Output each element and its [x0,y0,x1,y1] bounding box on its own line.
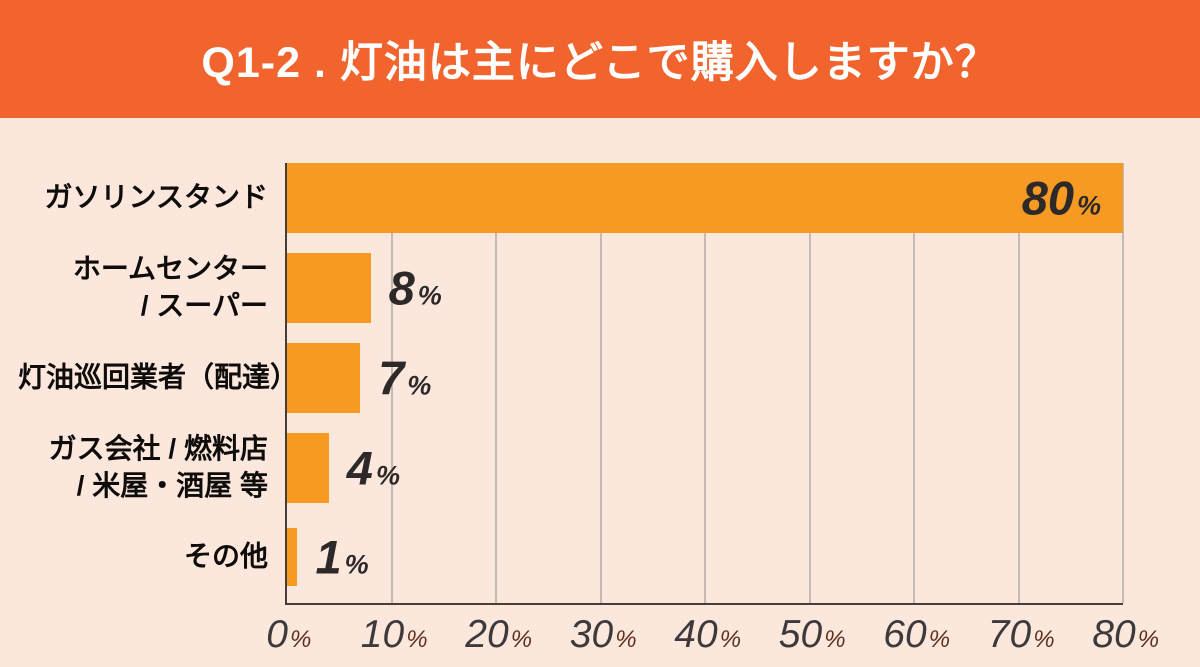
bar-value-percent-sign: % [375,460,400,491]
category-label-gas-company-fuel-store: ガス会社 / 燃料店 / 米屋・酒屋 等 [18,431,268,505]
gridline-70-percent [1017,163,1020,603]
x-tick-number: 40 [674,613,718,656]
x-tick-number: 20 [465,613,509,656]
plot-area: 80% 8% 7% 4% 1% [285,163,1124,605]
bar-value-percent-sign: % [344,549,369,580]
bar-value-percent-sign: % [1076,190,1101,221]
x-axis-line [285,603,1123,605]
x-tick-number: 70 [987,613,1032,656]
bar-value-number: 4 [346,441,373,495]
gridline-50-percent [808,163,811,603]
gridline-40-percent [704,163,706,603]
category-label-home-center-super: ホームセンター / スーパー [18,251,268,325]
bar-gas-station [287,163,1123,233]
category-label-line: / スーパー [140,290,268,321]
x-tick-label-10: 10% [361,613,428,657]
gridline-60-percent [913,163,915,603]
x-tick-label-70: 70% [988,613,1055,657]
y-axis-line [285,163,287,603]
bar-home-center-super [287,253,371,323]
x-tick-label-0: 0% [266,613,311,657]
category-label-line: その他 [183,540,268,572]
bar-gas-company-fuel-store [287,433,329,503]
bar-other [287,528,298,586]
bar-value-label-other: 1% [315,530,368,585]
gridline-30-percent [599,163,602,603]
x-tick-number: 80 [1092,613,1136,656]
category-label-line: 灯油巡回業者（配達） [18,361,299,393]
x-tick-number: 10 [360,613,405,656]
bar-chart: ガソリンスタンドホームセンター / スーパー灯油巡回業者（配達） ガス会社 / 燃料… [0,118,1200,667]
x-axis-tick-labels: 0% 10% 20% 30% 40% 50% 60% 70% 80% [266,613,1159,667]
x-tick-percent-sign: % [1033,626,1055,653]
gridline-20-percent [495,163,497,603]
category-label-column: ガソリンスタンドホームセンター / スーパー灯油巡回業者（配達） ガス会社 / 燃料… [18,118,299,667]
category-label-line: ガソリンスタンド [44,181,268,213]
bar-value-label-home-center-super: 8% [389,261,442,316]
x-tick-label-40: 40% [674,613,741,657]
x-tick-number: 50 [778,613,823,656]
x-tick-percent-sign: % [615,626,637,653]
category-label-line: ホームセンター [72,253,268,285]
bar-value-percent-sign: % [407,370,432,401]
bar-value-number: 80 [1021,171,1074,225]
bar-value-label-gas-company-fuel-store: 4% [347,441,400,496]
category-label-line: / 米屋・酒屋 等 [76,470,268,501]
bar-value-number: 1 [315,530,342,584]
x-tick-number: 0 [266,613,288,656]
bar-kerosene-delivery [287,343,361,413]
x-tick-percent-sign: % [406,626,428,653]
bar-value-percent-sign: % [417,280,442,311]
category-label-kerosene-delivery: 灯油巡回業者（配達） [18,360,299,397]
bar-value-number: 8 [388,261,415,315]
chart-title: Q1-2 . 灯油は主にどこで購入しますか？ [201,39,999,87]
x-tick-number: 60 [883,613,927,656]
x-tick-percent-sign: % [719,626,742,653]
x-tick-label-20: 20% [465,613,532,657]
x-tick-number: 30 [569,613,614,656]
x-tick-label-80: 80% [1092,613,1159,657]
category-label-other: その他 [18,539,268,576]
x-tick-label-50: 50% [779,613,846,657]
x-tick-label-30: 30% [570,613,637,657]
x-tick-percent-sign: % [289,626,312,653]
x-tick-percent-sign: % [1137,626,1160,653]
gridline-10-percent [390,163,393,603]
bar-value-label-gas-station: 80% [1022,171,1101,226]
bar-value-label-kerosene-delivery: 7% [378,351,431,406]
x-tick-percent-sign: % [510,626,533,653]
gridline-80-percent [1122,163,1124,603]
category-label-line: ガス会社 / 燃料店 [48,433,268,465]
chart-title-bar: Q1-2 . 灯油は主にどこで購入しますか？ [0,0,1200,118]
x-tick-label-60: 60% [883,613,950,657]
bar-value-number: 7 [378,351,405,405]
x-tick-percent-sign: % [824,626,846,653]
category-label-gas-station: ガソリンスタンド [18,180,268,217]
x-tick-percent-sign: % [928,626,951,653]
